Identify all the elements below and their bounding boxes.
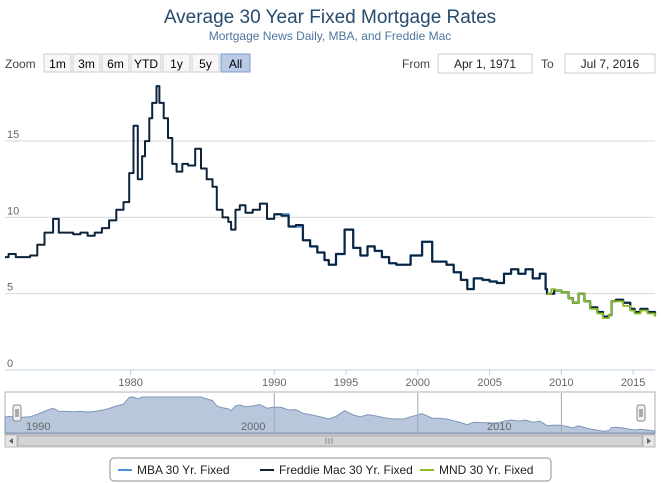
x-tick-label: 2000 [406,377,430,389]
zoom-button-all[interactable] [220,53,251,73]
zoom-button-5y[interactable] [191,53,220,73]
navigator[interactable]: 1990 2000 2010 [4,391,656,435]
chart-subtitle: Mortgage News Daily, MBA, and Freddie Ma… [209,29,452,43]
legend-item-2[interactable]: MND 30 Yr. Fixed [420,463,533,477]
zoom-button-label: YTD [134,57,158,71]
scroll-right-arrow-icon [647,438,651,444]
plot-series [5,85,657,319]
zoom-button-label: 3m [78,57,95,71]
scrollbar-thumb[interactable] [17,435,643,447]
legend-item-0[interactable]: MBA 30 Yr. Fixed [118,463,230,477]
x-axis-labels: 1980 1990 1995 2000 2005 2010 2015 [118,370,645,389]
zoom-button-label: 6m [107,57,124,71]
zoom-button-label: All [229,57,242,71]
zoom-button-ytd[interactable] [130,53,162,73]
navigator-label-1990: 1990 [26,421,50,433]
to-date-input[interactable] [564,53,656,74]
y-tick-label: 10 [7,205,19,217]
legend-label: MND 30 Yr. Fixed [439,463,533,477]
legend-label: Freddie Mac 30 Yr. Fixed [279,463,413,477]
series-line-mnd-30-yr-fixed [547,288,656,319]
zoom-label: Zoom [5,57,36,71]
x-tick-label: 2010 [549,377,573,389]
y-tick-label: 0 [7,358,13,370]
legend-box [109,457,552,482]
scroll-left-arrow-icon [9,438,13,444]
navigator-label-2000: 2000 [241,421,265,433]
zoom-button-label: 5y [199,57,212,71]
zoom-button-label: 1y [170,57,183,71]
scrollbar[interactable] [4,434,656,448]
from-date-value: Apr 1, 1971 [454,57,516,71]
zoom-button-3m[interactable] [72,53,101,73]
chart-title: Average 30 Year Fixed Mortgage Rates [164,7,496,28]
navigator-handle-right[interactable] [636,404,646,422]
zoom-button-1y[interactable] [162,53,191,73]
from-date-input[interactable] [437,53,533,74]
x-tick-label: 1980 [118,377,142,389]
plot-gridlines [5,140,655,371]
legend-item-1[interactable]: Freddie Mac 30 Yr. Fixed [260,463,413,477]
x-tick-label: 2005 [477,377,501,389]
navigator-gridlines [273,393,562,433]
zoom-button-label: 1m [49,57,66,71]
y-tick-label: 15 [7,129,19,141]
zoom-button-group: 1m 3m 6m YTD 1y 5y All [43,53,251,73]
to-date-value: Jul 7, 2016 [581,57,640,71]
navigator-handle-left[interactable] [12,404,22,422]
zoom-button-1m[interactable] [43,53,72,73]
y-tick-label: 5 [7,282,13,294]
x-tick-label: 1995 [334,377,358,389]
zoom-button-6m[interactable] [101,53,130,73]
x-tick-label: 1990 [262,377,286,389]
navigator-area [4,396,656,434]
from-label: From [402,57,430,71]
to-label: To [541,57,554,71]
series-line-freddie-mac-30-yr-fixed [5,85,656,318]
y-axis-labels: 0 5 10 15 [7,129,19,370]
x-tick-label: 2015 [621,377,645,389]
range-selector: Zoom 1m 3m 6m YTD 1y 5y All From Apr 1, 1971 T… [5,53,656,74]
navigator-label-2010: 2010 [487,421,511,433]
legend: MBA 30 Yr. Fixed Freddie Mac 30 Yr. Fixed… [109,457,552,482]
legend-label: MBA 30 Yr. Fixed [137,463,230,477]
